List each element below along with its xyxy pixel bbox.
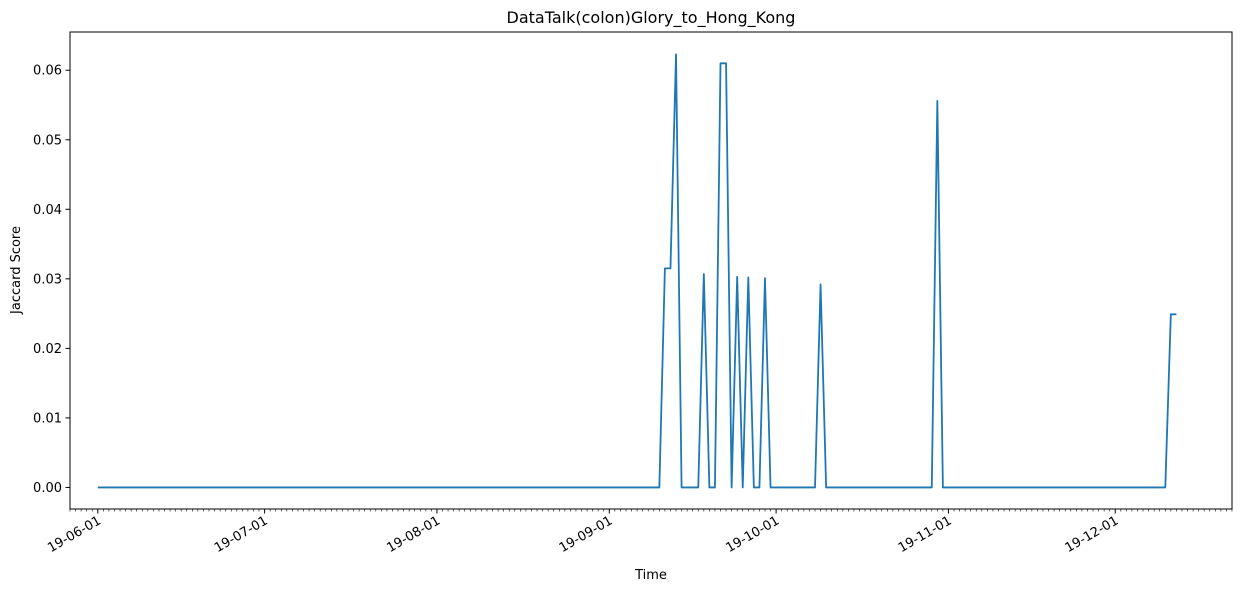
y-tick-label: 0.01 xyxy=(33,411,62,426)
y-axis-label: Jaccard Score xyxy=(9,226,24,315)
y-tick-label: 0.04 xyxy=(33,203,62,218)
plot-area xyxy=(70,32,1232,509)
plot-frame xyxy=(69,31,1233,510)
y-tick-label: 0.05 xyxy=(33,133,62,148)
x-axis-label: Time xyxy=(634,568,667,583)
x-tick-label: 19-06-01 xyxy=(45,513,104,555)
x-tick-label: 19-11-01 xyxy=(896,513,955,555)
y-tick-label: 0.06 xyxy=(33,64,62,79)
x-tick-label: 19-12-01 xyxy=(1063,513,1122,555)
x-tick-label: 19-09-01 xyxy=(557,513,616,555)
chart-title: DataTalk(colon)Glory_to_Hong_Kong xyxy=(507,8,796,28)
series-line xyxy=(97,53,1177,489)
x-tick-label: 19-10-01 xyxy=(723,513,782,555)
x-axis: 19-06-01 19-07-01 19-08-01 19-09-01 19-10-01… xyxy=(45,509,1121,556)
y-tick-label: 0.03 xyxy=(33,272,62,287)
y-axis: 0.00 0.01 0.02 0.03 0.04 0.05 0.06 xyxy=(33,64,70,496)
x-tick-label: 19-07-01 xyxy=(212,513,271,555)
y-tick-label: 0.02 xyxy=(33,342,62,357)
y-tick-label: 0.00 xyxy=(33,481,62,496)
x-tick-label: 19-08-01 xyxy=(384,513,443,555)
